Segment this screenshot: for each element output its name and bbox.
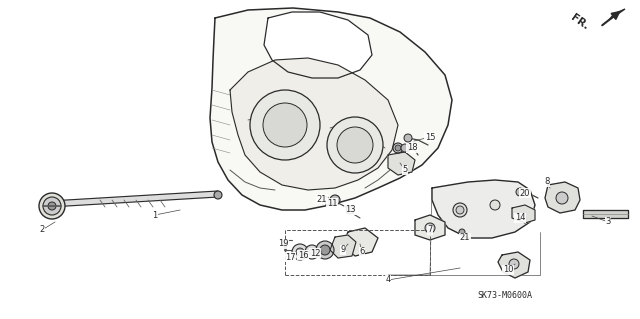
- Text: 6: 6: [359, 248, 365, 256]
- Circle shape: [425, 223, 435, 233]
- Text: 18: 18: [406, 144, 417, 152]
- Circle shape: [401, 144, 409, 152]
- Text: 1: 1: [152, 211, 157, 219]
- Circle shape: [346, 206, 354, 214]
- Circle shape: [214, 191, 222, 199]
- Circle shape: [309, 249, 315, 255]
- Circle shape: [337, 127, 373, 163]
- Circle shape: [330, 195, 340, 205]
- Circle shape: [404, 134, 412, 142]
- Circle shape: [325, 199, 331, 205]
- Circle shape: [327, 117, 383, 173]
- Text: 9: 9: [340, 246, 346, 255]
- Text: 5: 5: [403, 166, 408, 174]
- Circle shape: [453, 203, 467, 217]
- Polygon shape: [432, 180, 535, 238]
- Circle shape: [263, 103, 307, 147]
- Circle shape: [556, 192, 568, 204]
- Text: 8: 8: [544, 177, 550, 187]
- Polygon shape: [415, 215, 445, 240]
- Text: 2: 2: [40, 226, 45, 234]
- Text: 10: 10: [503, 265, 513, 275]
- Circle shape: [292, 244, 308, 260]
- Circle shape: [395, 145, 401, 151]
- Circle shape: [296, 248, 304, 256]
- Circle shape: [320, 245, 330, 255]
- Circle shape: [43, 197, 61, 215]
- Polygon shape: [210, 8, 452, 210]
- Text: 12: 12: [310, 249, 320, 257]
- Text: 17: 17: [285, 253, 295, 262]
- Bar: [285, 230, 430, 275]
- Polygon shape: [50, 191, 218, 207]
- Text: SK73-M0600A: SK73-M0600A: [477, 291, 532, 300]
- Text: 11: 11: [327, 198, 337, 207]
- Text: FR.: FR.: [568, 12, 590, 32]
- Circle shape: [39, 193, 65, 219]
- Text: 14: 14: [515, 213, 525, 222]
- Polygon shape: [545, 182, 580, 213]
- Circle shape: [509, 259, 519, 269]
- Text: 3: 3: [605, 218, 611, 226]
- Text: 21: 21: [317, 195, 327, 204]
- Circle shape: [490, 200, 500, 210]
- Polygon shape: [264, 12, 372, 78]
- Text: 4: 4: [385, 276, 390, 285]
- Circle shape: [459, 229, 465, 235]
- Text: 15: 15: [425, 132, 435, 142]
- Circle shape: [48, 202, 56, 210]
- Polygon shape: [498, 252, 530, 278]
- Text: 21: 21: [460, 234, 470, 242]
- Text: 7: 7: [428, 226, 433, 234]
- Text: 16: 16: [298, 250, 308, 259]
- Text: 13: 13: [345, 205, 355, 214]
- Circle shape: [516, 188, 524, 196]
- Circle shape: [305, 245, 319, 259]
- Polygon shape: [512, 205, 535, 223]
- Polygon shape: [583, 210, 628, 218]
- Circle shape: [393, 143, 403, 153]
- Circle shape: [250, 90, 320, 160]
- Polygon shape: [609, 9, 625, 20]
- Circle shape: [316, 241, 334, 259]
- Polygon shape: [342, 228, 378, 256]
- Polygon shape: [230, 58, 398, 190]
- Polygon shape: [330, 235, 356, 258]
- Text: 19: 19: [278, 240, 288, 249]
- Polygon shape: [388, 152, 415, 175]
- Text: 20: 20: [520, 189, 531, 197]
- Circle shape: [456, 206, 464, 214]
